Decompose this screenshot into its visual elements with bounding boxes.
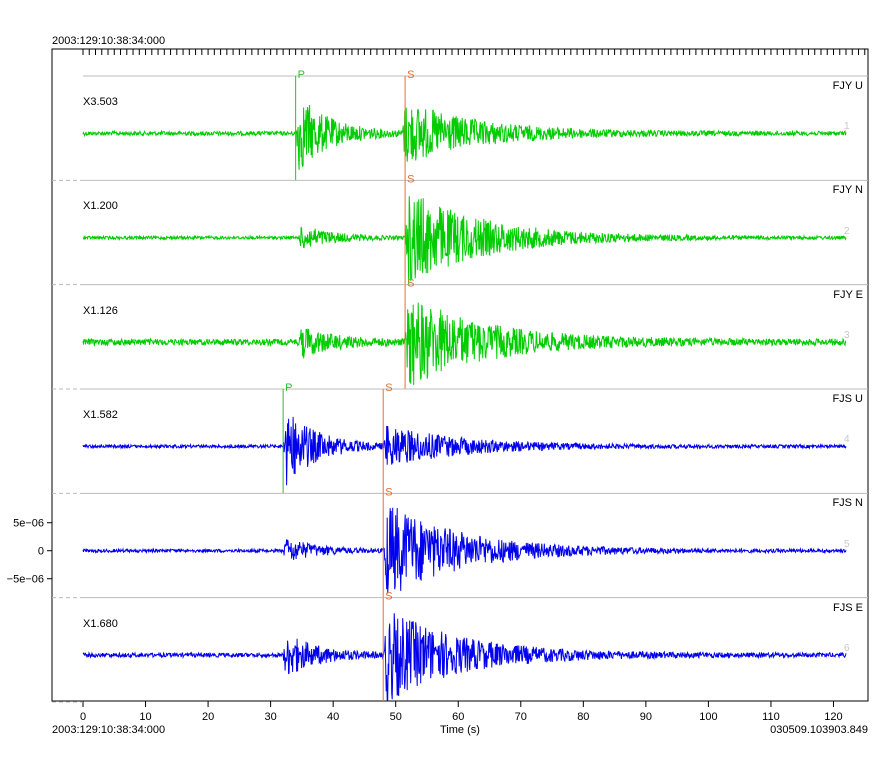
trace-station-label: FJY N [832, 184, 863, 197]
file-id: 030509.103903.849 [770, 724, 868, 736]
pick-S-label: S [385, 486, 392, 498]
trace-number: 3 [844, 330, 850, 342]
x-tick-label: 0 [80, 711, 86, 723]
x-tick-label: 40 [327, 711, 339, 723]
waveform-3 [82, 302, 847, 385]
start-time-top: 2003:129:10:38:34:000 [52, 35, 166, 47]
trace-scale-label: X1.200 [83, 200, 118, 213]
pick-S-label: S [407, 173, 414, 185]
x-tick-label: 10 [139, 711, 151, 723]
waveform-5 [82, 507, 847, 594]
trace-station-label: FJY E [833, 288, 863, 301]
x-tick-label: 70 [515, 711, 527, 723]
pick-S-label: S [385, 591, 392, 603]
waveform-6 [82, 613, 847, 702]
y-tick-label: 0 [38, 546, 44, 558]
waveform-1 [82, 104, 847, 170]
x-tick-label: 90 [640, 711, 652, 723]
y-tick-label: 5e−06 [13, 518, 44, 530]
trace-station-label: FJS E [833, 601, 863, 614]
trace-number: 2 [844, 225, 850, 237]
pick-S-label: S [407, 69, 414, 81]
pick-S-label: S [407, 278, 414, 290]
x-tick-label: 20 [202, 711, 214, 723]
trace-scale-label: X1.582 [83, 409, 118, 421]
x-tick-label: 110 [762, 711, 780, 723]
trace-station-label: FJS U [832, 393, 863, 405]
trace-number: 4 [844, 434, 850, 446]
x-tick-label: 60 [452, 711, 464, 723]
waveform-4 [82, 416, 847, 486]
x-tick-label: 50 [390, 711, 402, 723]
waveform-2 [82, 196, 847, 286]
x-tick-label: 30 [264, 711, 276, 723]
trace-station-label: FJS N [832, 497, 863, 510]
start-time-bottom: 2003:129:10:38:34:000 [52, 724, 166, 736]
pick-P-label: P [285, 382, 292, 394]
pick-S-label: S [385, 382, 392, 394]
trace-scale-label: X1.126 [83, 304, 118, 317]
x-tick-label: 80 [577, 711, 589, 723]
trace-scale-label: X1.680 [83, 617, 118, 630]
plot-frame [51, 48, 869, 702]
trace-number: 5 [844, 538, 850, 550]
trace-number: 1 [844, 121, 850, 133]
pick-P-label: P [298, 69, 305, 81]
x-tick-label: 100 [699, 711, 717, 723]
x-axis-label: Time (s) [440, 724, 480, 736]
y-tick-label: −5e−06 [7, 574, 44, 586]
trace-scale-label: X3.503 [83, 96, 118, 108]
x-tick-label: 120 [824, 711, 842, 723]
trace-number: 6 [844, 643, 850, 655]
trace-station-label: FJY U [832, 80, 863, 92]
